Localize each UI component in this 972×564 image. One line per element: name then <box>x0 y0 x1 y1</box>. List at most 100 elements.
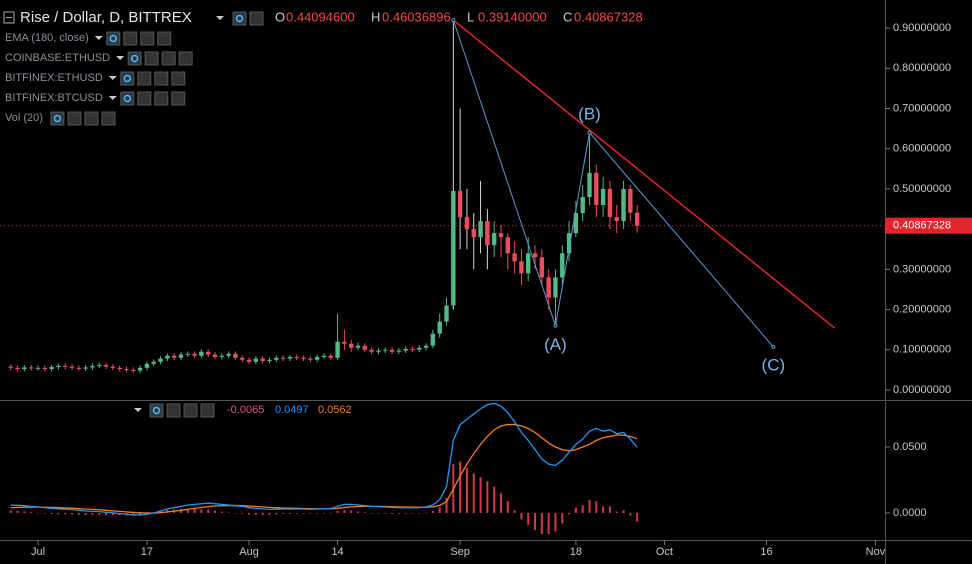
candle-body <box>621 188 626 222</box>
histogram-bar <box>357 511 360 513</box>
candle-body <box>526 253 531 274</box>
icon-button[interactable] <box>67 111 82 126</box>
candle-body <box>144 363 150 368</box>
histogram-bar <box>479 477 482 513</box>
histogram-bar <box>595 501 598 513</box>
icon-button[interactable] <box>183 403 198 418</box>
ohlc-value: 0.40867328 <box>574 9 643 24</box>
histogram-bar <box>30 512 33 513</box>
candle-body <box>519 261 524 274</box>
icon-button[interactable] <box>161 51 176 66</box>
histogram-bar <box>622 510 625 513</box>
candle-body <box>63 365 68 367</box>
icon-button[interactable] <box>144 51 159 66</box>
candle-body <box>553 277 558 298</box>
candle-body <box>512 253 517 262</box>
icon-button[interactable] <box>106 31 121 46</box>
icon-button[interactable] <box>123 31 138 46</box>
icon-button[interactable] <box>171 91 186 106</box>
candle-body <box>348 343 354 348</box>
dropdown-arrow[interactable] <box>116 56 125 60</box>
histogram-bar <box>608 506 611 513</box>
candle-body <box>396 350 402 352</box>
candle-body <box>430 333 436 346</box>
dropdown-arrow[interactable] <box>108 76 117 80</box>
histogram-bar <box>581 505 584 513</box>
candle-body <box>35 367 41 369</box>
candle-body <box>383 349 388 351</box>
dropdown-arrow[interactable] <box>108 96 117 100</box>
histogram-bar <box>391 512 394 514</box>
collapse-icon[interactable] <box>3 11 15 24</box>
histogram-bar <box>91 512 94 515</box>
icon-button[interactable] <box>84 111 99 126</box>
icon-button[interactable] <box>140 31 155 46</box>
macd-line <box>10 402 638 516</box>
candle-body <box>328 355 333 358</box>
ohlc-legend: O 0.44094600 H 0.46036896 L 0.39140000 C 0.4086… <box>275 9 643 24</box>
icon-button[interactable] <box>154 71 169 86</box>
candle-body <box>600 188 606 206</box>
macd-title: MACD (12, 26, close, 9) <box>5 404 122 416</box>
eye-icon <box>109 34 118 43</box>
x-tick-label: Aug <box>239 546 259 558</box>
candle-body <box>403 348 408 351</box>
candle-body <box>233 353 238 358</box>
x-tick-label: 16 <box>760 546 772 558</box>
histogram-bar <box>57 512 60 515</box>
icon-button[interactable] <box>249 11 264 26</box>
icon-button[interactable] <box>200 403 215 418</box>
trend-point <box>587 130 592 135</box>
y-tick-label: 0.00000000 <box>893 384 951 396</box>
eye-icon <box>235 14 244 23</box>
candle-body <box>423 345 429 348</box>
icon-button[interactable] <box>154 91 169 106</box>
histogram-bar <box>207 509 210 513</box>
candle-body <box>90 365 95 368</box>
candle-body <box>124 369 129 371</box>
candle-body <box>76 367 82 369</box>
icon-button[interactable] <box>178 51 193 66</box>
histogram-bar <box>50 512 53 514</box>
ohlc-key: C <box>563 9 572 24</box>
histogram-bar <box>23 511 26 513</box>
histogram-bar <box>465 468 468 513</box>
icon-button[interactable] <box>171 71 186 86</box>
macd-signal-value: 0.0562 <box>318 404 352 416</box>
icon-button[interactable] <box>127 51 142 66</box>
ohlc-value: 0.44094600 <box>286 9 355 24</box>
eye-icon <box>130 54 139 63</box>
icon-button[interactable] <box>101 111 116 126</box>
candle-body <box>444 305 449 322</box>
dropdown-arrow[interactable] <box>216 16 224 20</box>
icon-button[interactable] <box>149 403 164 418</box>
trend-point <box>451 18 456 23</box>
trend-point <box>553 323 558 328</box>
histogram-bar <box>227 512 230 513</box>
histogram-bar <box>370 512 373 514</box>
icon-button[interactable] <box>232 11 247 26</box>
histogram-bar <box>506 501 509 513</box>
candle-body <box>212 354 218 357</box>
ohlc-key: L <box>467 9 474 24</box>
icon-button[interactable] <box>137 91 152 106</box>
histogram-bar <box>602 506 605 513</box>
icon-button[interactable] <box>120 71 135 86</box>
icon-button[interactable] <box>137 71 152 86</box>
icon-button[interactable] <box>50 111 65 126</box>
icon-button[interactable] <box>120 91 135 106</box>
icon-button[interactable] <box>157 31 172 46</box>
dropdown-arrow[interactable] <box>94 36 103 40</box>
histogram-bar <box>513 510 516 513</box>
y-tick-label: 0.70000000 <box>893 102 951 114</box>
histogram-bar <box>397 512 400 514</box>
trend-line <box>452 19 774 348</box>
candle-body <box>158 358 163 362</box>
macd-value: 0.0497 <box>275 404 309 416</box>
histogram-bar <box>139 512 142 516</box>
candle-body <box>178 354 184 358</box>
candle-body <box>355 345 361 348</box>
dropdown-arrow[interactable] <box>134 408 142 412</box>
icon-button[interactable] <box>166 403 181 418</box>
